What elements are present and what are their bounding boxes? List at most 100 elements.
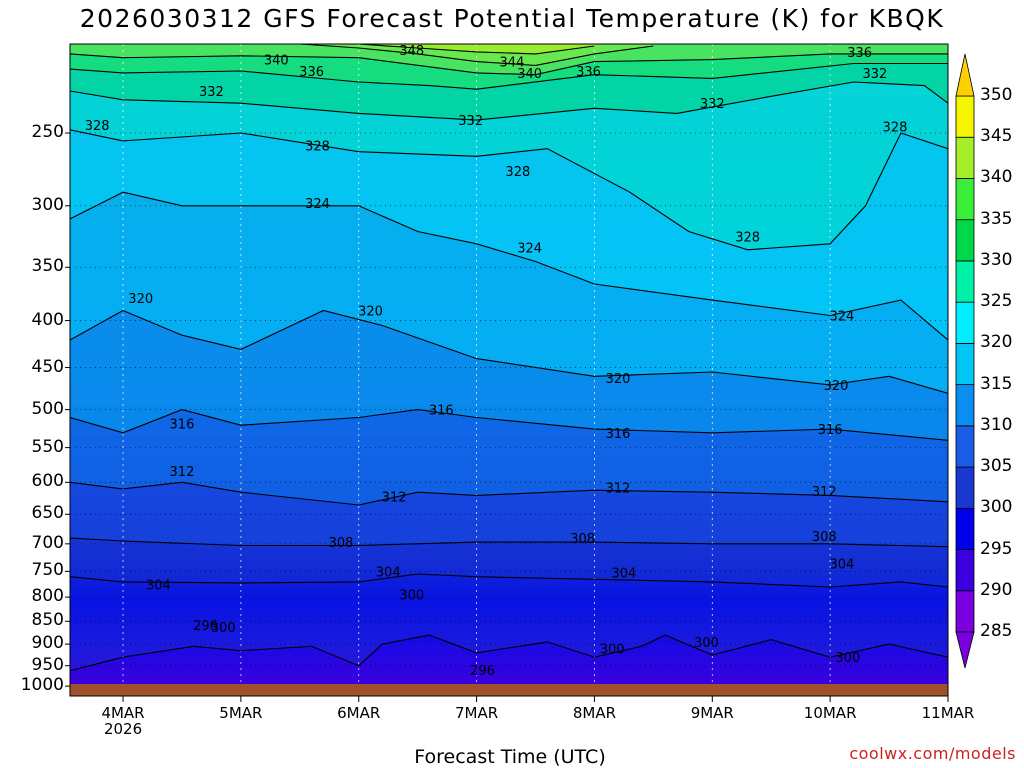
contour-label: 336: [847, 46, 872, 61]
x-tick-label: 11MAR: [921, 704, 975, 722]
color-band-304: [70, 44, 948, 587]
contour-label: 348: [399, 44, 424, 59]
colorbar-label: 285: [980, 621, 1013, 641]
contour-line-344: [299, 44, 654, 66]
contour-line-316: [70, 409, 948, 441]
color-band-layer: [70, 44, 948, 684]
colorbar-label: 295: [980, 538, 1013, 559]
contour-label: 324: [305, 197, 330, 212]
contour-line-308: [70, 537, 948, 548]
contour-label: 316: [429, 404, 454, 419]
x-tick-label: 8MAR: [572, 704, 617, 722]
contour-label: 324: [830, 310, 855, 325]
x-tick-label: 4MAR 2026: [101, 704, 145, 738]
colorbar-segment-295: [955, 507, 975, 550]
contour-label-layer: 2963002963003003003002962963043043043043…: [85, 44, 908, 679]
colorbar-label: 330: [980, 249, 1013, 270]
colorbar-label: 335: [980, 208, 1013, 229]
colorbar-label: 340: [980, 167, 1013, 188]
contour-label: 300: [211, 621, 236, 636]
contour-label: 336: [576, 65, 601, 80]
contour-label: 336: [299, 65, 324, 80]
y-tick-label: 550: [31, 436, 64, 457]
contour-label: 304: [146, 578, 171, 593]
colorbar-segment-315: [955, 342, 975, 386]
axis-tick-layer: [65, 132, 949, 702]
contour-label: 328: [505, 165, 530, 180]
colorbar-top-arrow: [955, 53, 975, 97]
contour-label: 304: [376, 565, 401, 580]
color-band-332: [70, 44, 948, 121]
contour-line-328: [70, 129, 948, 251]
contour-line-336: [70, 62, 948, 90]
color-band-348: [358, 44, 595, 54]
color-band-340: [70, 44, 948, 75]
colorbar-segment-305: [955, 425, 975, 468]
y-tick-label: 450: [31, 356, 64, 377]
contour-label: 332: [700, 97, 725, 112]
y-tick-label: 850: [31, 610, 64, 631]
contour-label: 320: [128, 292, 153, 307]
contour-label: 332: [199, 85, 224, 100]
color-band-344: [299, 44, 654, 66]
ground-surface: [70, 684, 948, 696]
contour-label: 312: [606, 482, 631, 497]
colorbar-segment-320: [955, 301, 975, 344]
contour-line-312: [70, 481, 948, 506]
contour-label: 344: [500, 56, 525, 71]
contour-label: 340: [517, 67, 542, 82]
colorbar-segment-345: [955, 95, 975, 138]
y-tick-label: 250: [31, 122, 64, 143]
contour-label: 308: [329, 536, 354, 551]
colorbar-segment-325: [955, 260, 975, 303]
color-band-312: [70, 44, 948, 505]
y-tick-label: 700: [31, 532, 64, 553]
x-tick-label: 7MAR: [454, 704, 499, 722]
color-band-308: [70, 44, 948, 547]
contour-label: 304: [830, 557, 855, 572]
colorbar-segment-330: [955, 219, 975, 262]
colorbar-label: 305: [980, 456, 1013, 477]
contour-label: 296: [193, 619, 218, 634]
contour-label: 324: [517, 241, 542, 256]
contour-line-340: [70, 53, 948, 76]
contour-label: 296: [470, 664, 495, 679]
contour-label: 328: [305, 140, 330, 155]
contour-label: 332: [458, 114, 483, 129]
y-tick-label: 400: [31, 309, 64, 330]
chart-title: 2026030312 GFS Forecast Potential Temper…: [79, 4, 945, 33]
y-tick-label: 800: [31, 586, 64, 607]
colorbar-segment-310: [955, 384, 975, 427]
color-band-320: [70, 44, 948, 394]
x-tick-label: 6MAR: [337, 704, 381, 722]
color-band-316: [70, 44, 948, 441]
colorbar-label: 310: [980, 414, 1013, 435]
colorbar-segment-290: [955, 549, 975, 592]
colorbar-label: 290: [980, 579, 1013, 600]
contour-line-300: [70, 634, 948, 672]
contour-label: 308: [812, 530, 837, 545]
contour-label: 316: [606, 427, 631, 442]
contour-label: 312: [170, 465, 195, 480]
contour-line-304: [70, 573, 948, 588]
colorbar-segment-340: [955, 136, 975, 179]
y-tick-label: 750: [31, 560, 64, 581]
contour-label: 320: [824, 379, 849, 394]
y-tick-label: 350: [31, 256, 64, 277]
color-band-324: [70, 44, 948, 340]
contour-label: 316: [818, 423, 843, 438]
contour-label: 328: [883, 121, 908, 136]
y-tick-label: 300: [31, 194, 64, 215]
y-tick-label: 950: [31, 654, 64, 675]
contour-label: 312: [382, 491, 407, 506]
contour-label: 312: [812, 485, 837, 500]
y-tick-label: 600: [31, 471, 64, 492]
contour-line-332: [70, 81, 948, 121]
colorbar: [955, 53, 975, 669]
contour-label: 300: [694, 636, 719, 651]
x-tick-label: 10MAR: [803, 704, 857, 722]
contour-label: 300: [600, 643, 625, 658]
contour-label: 300: [399, 589, 424, 604]
colorbar-segment-285: [955, 590, 975, 633]
colorbar-segment-300: [955, 466, 975, 509]
